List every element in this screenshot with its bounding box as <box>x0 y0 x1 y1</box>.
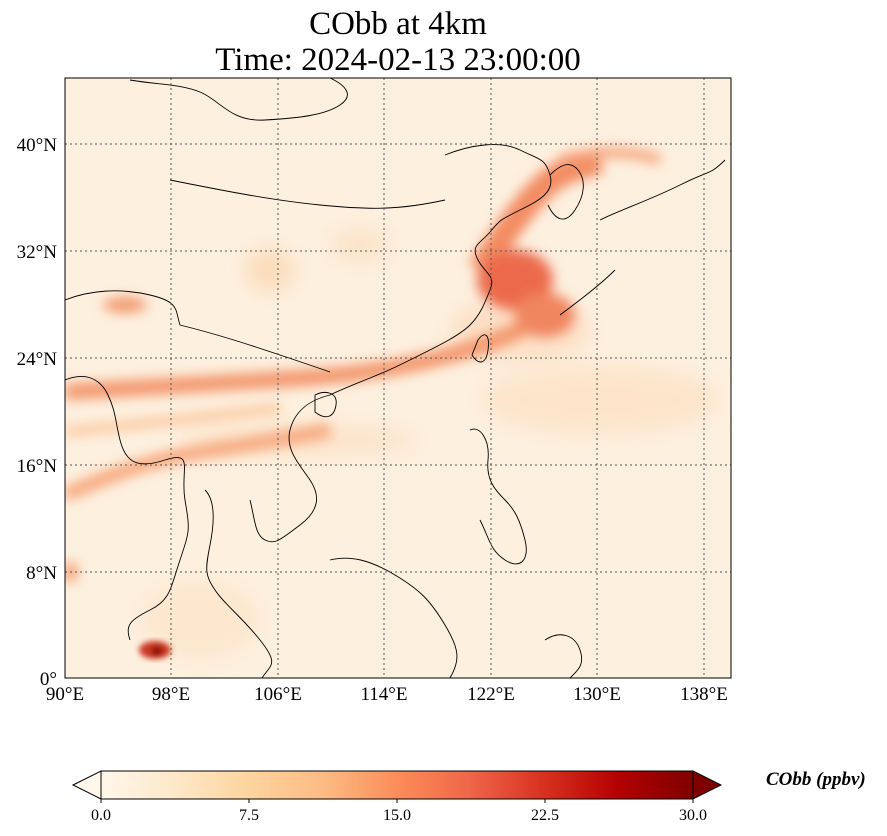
colorbar: 0.0 7.5 15.0 22.5 30.0 <box>71 770 723 824</box>
lon-tick-138e: 138°E <box>680 684 728 705</box>
lon-tick-98e: 98°E <box>152 684 190 705</box>
colorbar-tick-7-5: 7.5 <box>239 807 259 824</box>
coastlines <box>65 78 726 678</box>
lat-tick-16n: 16°N <box>17 456 58 477</box>
colorbar-gradient <box>100 770 694 800</box>
lon-tick-114e: 114°E <box>361 684 408 705</box>
colorbar-max-extend <box>692 770 723 800</box>
colorbar-tick-0: 0.0 <box>91 807 111 824</box>
lat-tick-32n: 32°N <box>17 242 58 263</box>
colorbar-min-extend <box>71 770 102 800</box>
lon-tick-130e: 130°E <box>573 684 621 705</box>
lat-tick-0: 0° <box>40 669 57 690</box>
lon-tick-labels: 90°E 98°E 106°E 114°E 122°E 130°E 138°E <box>46 684 728 705</box>
lat-tick-24n: 24°N <box>17 349 58 370</box>
lon-tick-106e: 106°E <box>254 684 302 705</box>
map-title: CObb at 4km <box>309 6 487 42</box>
colorbar-tick-22-5: 22.5 <box>531 807 559 824</box>
lat-tick-8n: 8°N <box>26 563 57 584</box>
colorbar-label: CObb (ppbv) <box>766 769 866 790</box>
map-frame <box>64 77 732 679</box>
map-subtitle-time: Time: 2024-02-13 23:00:00 <box>215 42 581 78</box>
lon-tick-122e: 122°E <box>467 684 515 705</box>
lat-tick-40n: 40°N <box>17 135 58 156</box>
lat-tick-labels: 0° 8°N 16°N 24°N 32°N 40°N <box>17 135 58 690</box>
map-area <box>65 78 731 678</box>
lon-tick-90e: 90°E <box>46 684 84 705</box>
colorbar-tick-30: 30.0 <box>679 807 707 824</box>
colorbar-tick-15: 15.0 <box>383 807 411 824</box>
gridlines <box>65 78 731 678</box>
